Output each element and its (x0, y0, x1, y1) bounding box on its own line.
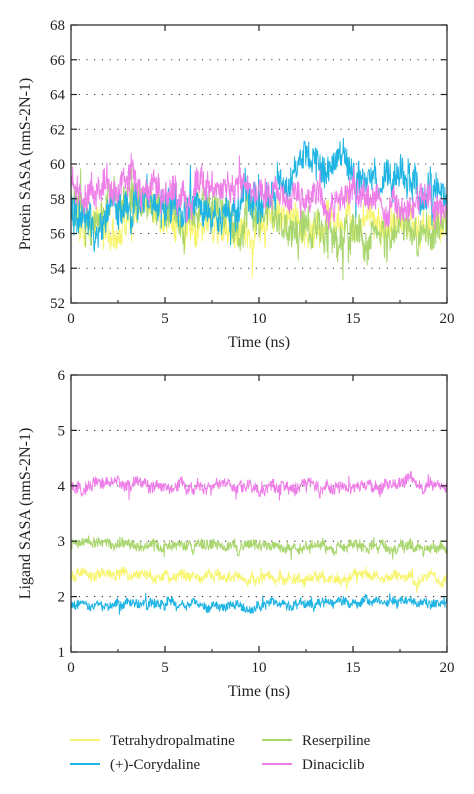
chart-panel-ligand: 0 5 10 15 20 1 2 3 4 5 6 Time (ns) Ligand SASA (nmS-… (17, 368, 455, 700)
y-tick-label: 58 (50, 192, 65, 208)
x-tick-label: 10 (252, 660, 267, 676)
x-tick-label: 20 (440, 311, 455, 327)
series-line-dinaciclib (70, 152, 448, 230)
y-tick-label: 5 (58, 423, 66, 439)
y-tick-label: 4 (58, 479, 66, 495)
x-axis-title: Time (ns) (228, 683, 290, 700)
y-tick-label: 64 (50, 88, 66, 104)
y-tick-label: 52 (50, 296, 65, 312)
x-tick-label: 15 (346, 660, 361, 676)
x-axis-title: Time (ns) (228, 334, 290, 351)
chart-panel-protein: 0 5 10 15 20 52 54 56 58 60 62 64 66 68 Time (ns) Prote… (17, 18, 455, 351)
y-tick-label: 68 (50, 18, 65, 34)
y-tick-label: 1 (58, 645, 66, 661)
y-tick-label: 60 (50, 157, 65, 173)
series-line-tetrahydropalmatine (70, 566, 448, 594)
y-tick-label: 66 (50, 53, 66, 69)
y-axis-title: Protein SASA (nmS-2N-1) (17, 78, 34, 250)
x-tick-label: 10 (252, 311, 267, 327)
x-tick-label: 0 (67, 660, 75, 676)
legend-label: Dinaciclib (302, 757, 364, 773)
legend-label: Tetrahydropalmatine (110, 733, 235, 749)
series-line-corydaline (70, 593, 448, 615)
plot-frame (70, 374, 448, 653)
y-tick-label: 2 (58, 590, 66, 606)
y-tick-label: 54 (50, 261, 66, 277)
y-tick-label: 6 (58, 368, 66, 384)
y-tick-label: 62 (50, 122, 65, 138)
series-line-dinaciclib (70, 470, 448, 501)
series-line-corydaline (70, 137, 448, 253)
legend-label: Reserpiline (302, 733, 371, 749)
y-tick-label: 56 (50, 227, 66, 243)
series-line-reserpiline (70, 535, 448, 560)
legend: Tetrahydropalmatine Reserpiline (+)-Coryda… (70, 733, 371, 773)
y-axis-title: Ligand SASA (nmS-2N-1) (17, 428, 34, 600)
x-tick-label: 0 (67, 311, 75, 327)
x-tick-label: 15 (346, 311, 361, 327)
x-tick-label: 5 (161, 660, 169, 676)
x-tick-label: 5 (161, 311, 169, 327)
x-tick-label: 20 (440, 660, 455, 676)
legend-label: (+)-Corydaline (110, 757, 200, 773)
y-tick-label: 3 (58, 534, 66, 550)
